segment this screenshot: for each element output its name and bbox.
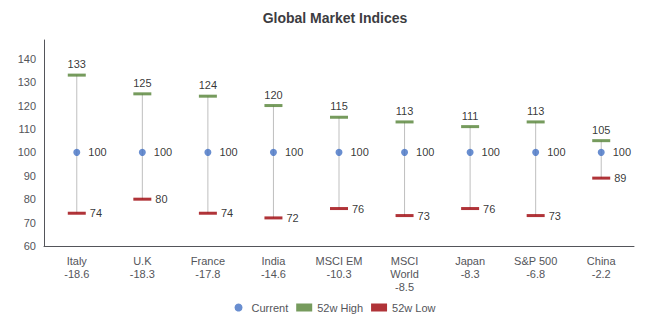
svg-text:Italy: Italy <box>67 255 88 267</box>
svg-text:World: World <box>390 268 419 280</box>
svg-text:100: 100 <box>416 146 434 158</box>
svg-text:110: 110 <box>18 123 36 135</box>
svg-text:-8.5: -8.5 <box>395 281 414 293</box>
svg-text:India: India <box>262 255 287 267</box>
svg-text:-2.2: -2.2 <box>592 268 611 280</box>
svg-text:133: 133 <box>68 58 86 70</box>
svg-text:74: 74 <box>221 207 233 219</box>
svg-text:111: 111 <box>462 110 479 122</box>
svg-text:74: 74 <box>90 207 102 219</box>
svg-text:France: France <box>191 255 225 267</box>
svg-text:80: 80 <box>24 193 36 205</box>
svg-text:52w High: 52w High <box>317 302 363 314</box>
svg-text:90: 90 <box>24 170 36 182</box>
svg-text:100: 100 <box>285 146 303 158</box>
svg-text:113: 113 <box>396 105 414 117</box>
svg-text:115: 115 <box>330 100 348 112</box>
svg-text:U.K: U.K <box>133 255 152 267</box>
svg-text:130: 130 <box>18 76 36 88</box>
svg-text:70: 70 <box>24 217 36 229</box>
svg-text:76: 76 <box>483 203 495 215</box>
svg-text:120: 120 <box>18 100 36 112</box>
svg-text:73: 73 <box>549 210 561 222</box>
svg-text:-14.6: -14.6 <box>261 268 286 280</box>
svg-text:-17.8: -17.8 <box>195 268 220 280</box>
svg-text:China: China <box>587 255 617 267</box>
svg-text:100: 100 <box>154 146 172 158</box>
svg-text:113: 113 <box>527 105 545 117</box>
svg-text:80: 80 <box>155 193 167 205</box>
svg-text:100: 100 <box>88 146 106 158</box>
svg-text:76: 76 <box>352 203 364 215</box>
svg-text:124: 124 <box>199 79 217 91</box>
svg-text:100: 100 <box>547 146 565 158</box>
svg-text:Japan: Japan <box>455 255 485 267</box>
svg-text:-6.8: -6.8 <box>526 268 545 280</box>
svg-text:-18.3: -18.3 <box>130 268 155 280</box>
svg-text:100: 100 <box>482 146 500 158</box>
svg-text:-10.3: -10.3 <box>326 268 351 280</box>
svg-text:89: 89 <box>614 172 626 184</box>
svg-text:73: 73 <box>418 210 430 222</box>
svg-text:105: 105 <box>592 124 610 136</box>
svg-text:MSCI: MSCI <box>391 255 419 267</box>
svg-text:140: 140 <box>18 53 36 65</box>
svg-text:60: 60 <box>24 240 36 252</box>
svg-text:120: 120 <box>264 89 282 101</box>
svg-text:100: 100 <box>18 146 36 158</box>
svg-text:100: 100 <box>351 146 369 158</box>
svg-text:125: 125 <box>133 77 151 89</box>
svg-text:100: 100 <box>613 146 631 158</box>
svg-text:Current: Current <box>252 302 289 314</box>
svg-text:-18.6: -18.6 <box>64 268 89 280</box>
svg-text:MSCI EM: MSCI EM <box>315 255 362 267</box>
svg-text:72: 72 <box>286 212 298 224</box>
svg-text:-8.3: -8.3 <box>461 268 480 280</box>
svg-text:52w Low: 52w Low <box>392 302 435 314</box>
svg-text:100: 100 <box>219 146 237 158</box>
svg-text:Global Market Indices: Global Market Indices <box>263 10 408 26</box>
svg-text:S&P 500: S&P 500 <box>514 255 557 267</box>
